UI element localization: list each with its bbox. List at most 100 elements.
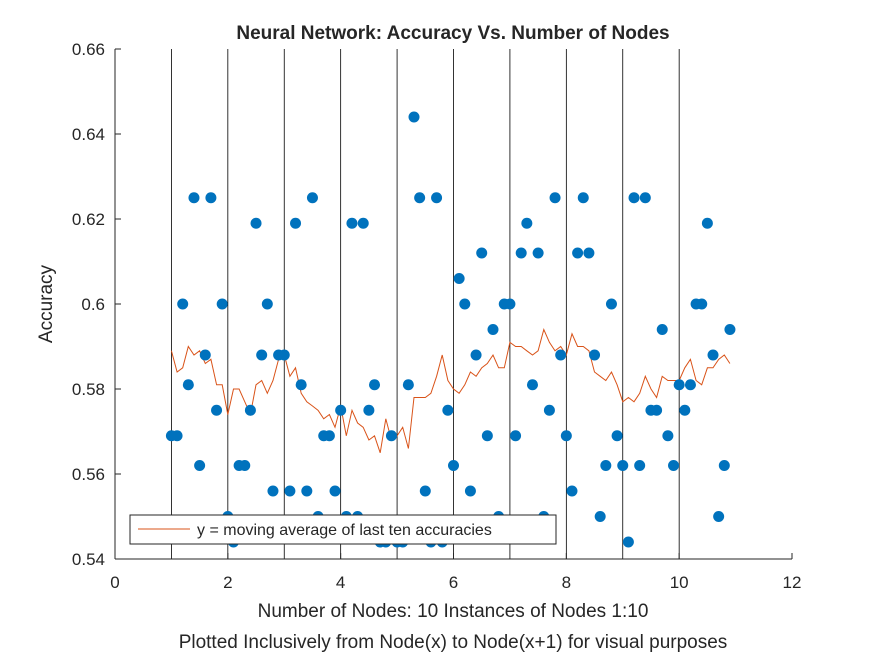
scatter-point	[639, 192, 651, 204]
scatter-point	[250, 217, 262, 229]
scatter-point	[617, 460, 629, 471]
scatter-point	[521, 217, 533, 229]
y-tick-label: 0.66	[72, 40, 105, 59]
scatter-point	[487, 324, 499, 335]
scatter-point	[464, 485, 476, 497]
scatter-point	[290, 217, 302, 229]
x-tick-label: 2	[223, 573, 232, 592]
moving-average-line	[170, 327, 731, 453]
x-axis-label: Number of Nodes: 10 Instances of Nodes 1…	[258, 601, 649, 622]
y-tick-label: 0.54	[72, 550, 105, 569]
scatter-point	[549, 192, 561, 204]
y-tick-label: 0.56	[72, 465, 105, 484]
scatter-point	[684, 379, 696, 391]
scatter-point	[261, 298, 273, 310]
scatter-point	[346, 217, 358, 229]
scatter-point	[278, 349, 290, 361]
scatter-point	[385, 430, 397, 442]
x-axis-label-secondary: Plotted Inclusively from Node(x) to Node…	[179, 632, 728, 653]
scatter-point	[470, 349, 482, 361]
scatter-point	[583, 247, 595, 259]
scatter-point	[419, 485, 431, 497]
moving-average-series	[170, 327, 731, 453]
scatter-point	[284, 485, 296, 497]
scatter-point	[673, 379, 685, 391]
scatter-point	[182, 379, 194, 391]
scatter-point	[431, 192, 443, 204]
scatter-point	[555, 349, 567, 361]
scatter-point	[577, 192, 589, 204]
x-tick-label: 0	[110, 573, 119, 592]
x-tick-label: 12	[783, 573, 802, 592]
scatter-point	[679, 404, 691, 416]
scatter-point	[295, 379, 307, 391]
scatter-point	[634, 460, 646, 471]
scatter-point	[656, 324, 668, 335]
x-tick-label: 6	[449, 573, 458, 592]
scatter-point	[211, 404, 223, 416]
scatter-point	[369, 379, 381, 391]
scatter-point	[701, 217, 713, 229]
scatter-point	[594, 511, 606, 522]
scatter-point	[662, 430, 674, 442]
y-axis-ticks: 0.54 0.56 0.58 0.6 0.62 0.64 0.66	[72, 40, 121, 569]
chart-title: Neural Network: Accuracy Vs. Number of N…	[236, 23, 669, 44]
accuracy-scatter-series	[165, 111, 736, 548]
scatter-point	[515, 247, 527, 259]
scatter-point	[408, 111, 420, 123]
scatter-point	[713, 511, 725, 522]
scatter-point	[188, 192, 200, 204]
scatter-point	[414, 192, 426, 204]
x-tick-label: 10	[670, 573, 689, 592]
scatter-point	[572, 247, 584, 259]
scatter-point	[199, 349, 211, 361]
legend-entry-label: y = moving average of last ten accuracie…	[197, 522, 492, 539]
scatter-point	[628, 192, 640, 204]
scatter-point	[589, 349, 601, 361]
legend: y = moving average of last ten accuracie…	[129, 514, 557, 545]
scatter-point	[526, 379, 538, 391]
scatter-point	[459, 298, 471, 310]
legend-box	[129, 514, 557, 545]
scatter-point	[611, 430, 623, 442]
scatter-point	[442, 404, 454, 416]
scatter-point	[171, 430, 183, 442]
scatter-point	[402, 379, 414, 391]
x-tick-label: 4	[336, 573, 345, 592]
scatter-point	[453, 273, 465, 284]
y-tick-label: 0.6	[81, 295, 105, 314]
scatter-point	[651, 404, 663, 416]
scatter-point	[532, 247, 544, 259]
scatter-point	[205, 192, 217, 204]
scatter-point	[256, 349, 268, 361]
x-axis-ticks: 0 2 4 6 8 10 12	[110, 553, 801, 592]
scatter-point	[481, 430, 493, 442]
scatter-point	[329, 485, 341, 497]
y-tick-label: 0.58	[72, 380, 105, 399]
scatter-point	[668, 460, 680, 471]
scatter-point	[177, 298, 189, 310]
scatter-point	[600, 460, 612, 471]
scatter-point	[543, 404, 555, 416]
scatter-point	[267, 485, 279, 497]
scatter-point	[504, 298, 516, 310]
scatter-point	[335, 404, 347, 416]
scatter-point	[323, 430, 335, 442]
scatter-point	[696, 298, 708, 310]
scatter-point	[560, 430, 572, 442]
scatter-point	[724, 324, 736, 335]
scatter-point	[357, 217, 369, 229]
scatter-point	[216, 298, 228, 310]
scatter-point	[239, 460, 251, 471]
scatter-point	[306, 192, 318, 204]
y-axis-label: Accuracy	[36, 264, 57, 343]
scatter-point	[194, 460, 206, 471]
scatter-point	[707, 349, 719, 361]
scatter-point	[448, 460, 459, 471]
scatter-point	[605, 298, 617, 310]
y-tick-label: 0.62	[72, 210, 105, 229]
scatter-point	[718, 460, 730, 471]
scatter-point	[363, 404, 375, 416]
scatter-point	[510, 430, 522, 442]
